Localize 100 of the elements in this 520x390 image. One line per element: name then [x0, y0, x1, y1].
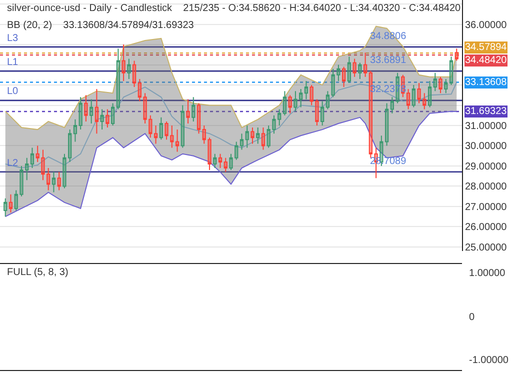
candlestick [331, 68, 335, 98]
candlestick [208, 137, 212, 171]
candlestick [192, 96, 196, 122]
candlestick [304, 80, 308, 100]
candlestick [46, 168, 50, 191]
candlestick [412, 84, 416, 108]
candlestick [433, 72, 437, 92]
y-tick-label: 30.00000 [465, 141, 508, 152]
candlestick [417, 82, 421, 104]
candlestick [84, 94, 88, 122]
ref-line-label: 33.13608 [465, 77, 508, 88]
line-series [4, 82, 458, 169]
candlestick [175, 129, 180, 152]
candlestick [8, 194, 13, 214]
candlestick [294, 90, 298, 112]
candlestick [116, 48, 120, 110]
candlestick [127, 58, 131, 80]
candlestick [368, 70, 372, 158]
candlestick [240, 133, 244, 150]
candlestick [94, 88, 99, 134]
candlestick [224, 157, 228, 173]
text: BB (20, 2) 33.13608/34.57894/31.69323 [7, 20, 194, 31]
text: -1.00000 [469, 355, 509, 366]
candlestick [218, 153, 222, 169]
candlestick [154, 125, 158, 144]
candlestick [100, 108, 104, 130]
text: FULL (5, 8, 3) [7, 267, 68, 278]
annotation: L1 [7, 57, 19, 68]
candlestick [138, 78, 142, 102]
candlestick [180, 104, 184, 148]
candlestick [390, 96, 394, 114]
y-tick-label: 25.00000 [465, 242, 508, 254]
candlestick [57, 172, 61, 191]
ref-line-label: 34.48420 [465, 55, 508, 66]
candlestick [358, 62, 362, 80]
candlestick [282, 90, 287, 116]
candlestick [315, 98, 319, 126]
candlestick [30, 147, 34, 169]
candlestick [14, 190, 18, 212]
candlestick [229, 153, 233, 171]
candlestick [428, 80, 432, 108]
candlestick [25, 157, 29, 181]
candlestick [245, 125, 249, 148]
text: 0 [469, 312, 475, 323]
candlestick [202, 125, 206, 144]
candlestick [326, 90, 330, 110]
candlestick [4, 198, 8, 218]
candlestick [363, 52, 368, 78]
candlestick [449, 56, 454, 86]
candlestick [41, 149, 45, 181]
candlestick [320, 100, 324, 126]
candlestick [170, 125, 174, 148]
y-tick-label: 26.00000 [465, 222, 508, 234]
candlestick [36, 145, 40, 162]
y-tick-label: 29.00000 [465, 161, 508, 172]
line-series [4, 110, 458, 218]
candlestick [250, 127, 254, 144]
candlestick [438, 76, 442, 94]
y-tick-label: 28.00000 [465, 182, 508, 193]
candlestick [261, 127, 266, 150]
candlestick [454, 48, 458, 62]
candlestick [62, 153, 66, 189]
candlestick [52, 172, 56, 193]
candlestick [272, 114, 276, 134]
candlestick [352, 58, 356, 78]
y-tick-label: 31.00000 [465, 121, 508, 132]
ref-line-label: 31.69323 [465, 106, 508, 117]
chart-title: silver-ounce-usd - Daily - Candlestick 215/235 - O:34.58620 - H:34.64020 - L:34.40320 - C:34.48420 [7, 3, 462, 14]
annotation: L0 [7, 86, 19, 97]
ref-line-label: 34.57894 [465, 42, 508, 53]
candlestick [444, 78, 448, 94]
candlestick [186, 98, 190, 124]
candlestick [384, 102, 389, 146]
candlestick [143, 92, 147, 124]
annotation: L3 [7, 33, 19, 44]
text: 1.00000 [469, 268, 506, 279]
candlestick [347, 56, 351, 84]
candlestick [148, 114, 152, 138]
candlestick [132, 60, 136, 88]
candlestick [196, 102, 201, 134]
candlestick [213, 153, 217, 169]
candlestick [122, 44, 126, 82]
candlestick [159, 116, 163, 140]
candlestick [310, 84, 314, 106]
candlestick [164, 120, 168, 140]
candlestick [90, 98, 94, 124]
candlestick [234, 141, 238, 160]
ref-line-label: 33.6891 [370, 55, 407, 66]
candlestick [299, 88, 303, 108]
candlestick [111, 102, 115, 126]
candlestick [336, 64, 340, 82]
candlestick [20, 165, 24, 197]
candlestick [68, 129, 72, 162]
candlestick [288, 94, 292, 114]
y-tick-label: 27.00000 [465, 202, 508, 213]
candlestick [256, 127, 260, 144]
candlestick [78, 96, 82, 130]
candlestick [422, 92, 426, 110]
candlestick [73, 118, 78, 142]
candlestick [342, 66, 346, 88]
